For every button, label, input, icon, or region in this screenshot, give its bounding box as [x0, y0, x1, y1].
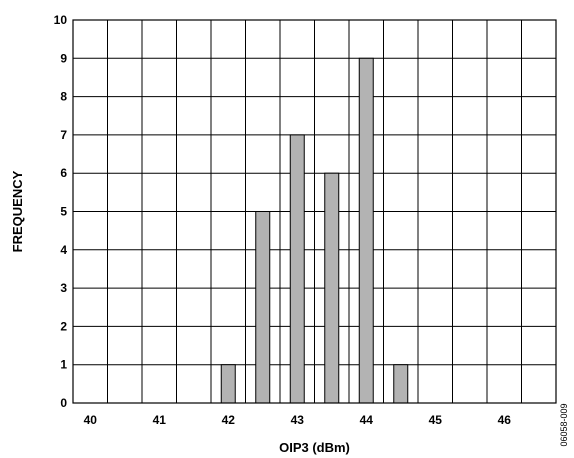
- figure-id: 06058-009: [559, 403, 569, 446]
- x-tick-labels: 40 41 42 43 44 45 46: [84, 413, 512, 427]
- y-tick-label: 2: [60, 319, 67, 333]
- histogram-bar: [324, 172, 340, 404]
- x-tick-label: 41: [153, 413, 167, 427]
- y-tick-label: 1: [60, 358, 67, 372]
- y-axis-label: FREQUENCY: [10, 170, 25, 252]
- histogram-bar: [220, 364, 236, 404]
- plot-frame: [72, 19, 557, 404]
- y-tick-label: 3: [60, 281, 67, 295]
- y-tick-label: 10: [54, 13, 68, 27]
- histogram-bar: [255, 211, 271, 404]
- histogram-bar: [289, 134, 305, 404]
- x-tick-label: 45: [429, 413, 443, 427]
- y-tick-label: 4: [60, 243, 67, 257]
- grid: [73, 20, 556, 403]
- histogram-bar: [358, 57, 374, 404]
- x-tick-label: 40: [84, 413, 98, 427]
- y-tick-label: 0: [60, 396, 67, 410]
- histogram-bar: [393, 364, 409, 404]
- bars: [220, 57, 409, 404]
- x-tick-label: 44: [360, 413, 374, 427]
- x-tick-label: 46: [498, 413, 512, 427]
- y-tick-label: 7: [60, 128, 67, 142]
- y-tick-label: 6: [60, 166, 67, 180]
- y-tick-label: 9: [60, 51, 67, 65]
- x-tick-label: 42: [222, 413, 236, 427]
- y-tick-label: 5: [60, 205, 67, 219]
- x-tick-label: 43: [291, 413, 305, 427]
- x-axis-label: OIP3 (dBm): [279, 440, 350, 455]
- y-tick-label: 8: [60, 90, 67, 104]
- y-tick-labels: 0 1 2 3 4 5 6 7 8 9 10: [54, 13, 68, 410]
